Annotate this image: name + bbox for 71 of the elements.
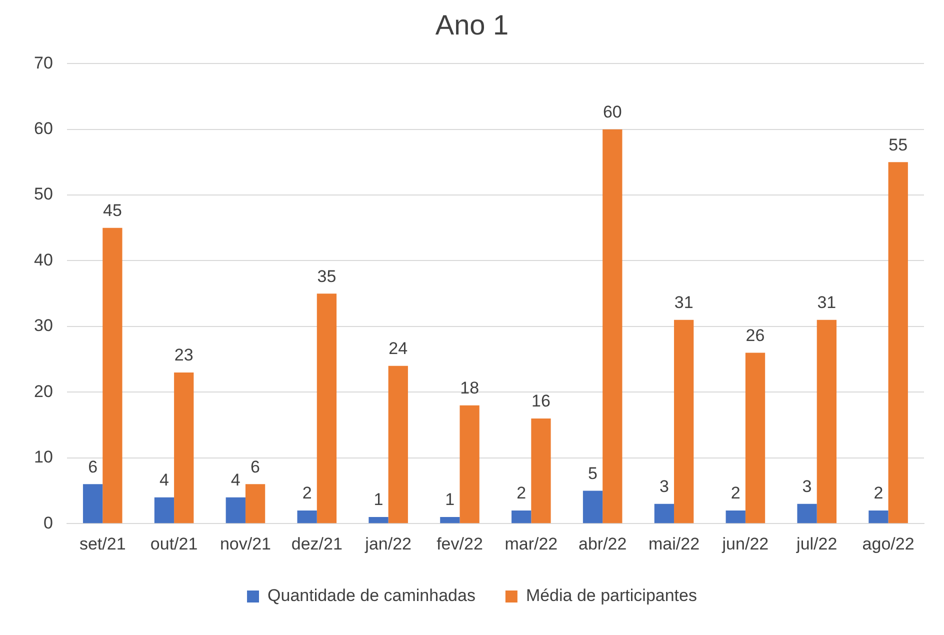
data-label: 45 xyxy=(102,201,122,220)
x-tick-label: jul/22 xyxy=(796,534,838,554)
data-label: 2 xyxy=(874,484,884,503)
bar xyxy=(102,228,122,524)
x-tick-label: mar/22 xyxy=(504,534,558,554)
y-tick-label: 70 xyxy=(34,53,53,72)
bar xyxy=(868,510,888,524)
x-tick-label: fev/22 xyxy=(436,534,483,554)
bar xyxy=(174,372,194,524)
legend-label: Média de participantes xyxy=(526,586,697,606)
x-tick-label: dez/21 xyxy=(291,534,342,554)
data-label: 1 xyxy=(374,490,384,510)
x-tick-label: set/21 xyxy=(79,534,126,554)
data-label: 3 xyxy=(659,477,669,496)
x-tick-label: nov/21 xyxy=(220,534,271,554)
data-label: 55 xyxy=(888,135,908,154)
bar xyxy=(440,517,460,524)
y-tick-label: 30 xyxy=(34,316,53,336)
x-tick-label: out/21 xyxy=(150,534,198,554)
data-label: 60 xyxy=(602,102,622,122)
x-tick-label: mai/22 xyxy=(648,534,700,554)
x-tick-label: jun/22 xyxy=(721,534,769,554)
data-label: 4 xyxy=(230,470,240,490)
data-label: 31 xyxy=(817,293,836,312)
data-label: 6 xyxy=(88,457,98,476)
data-label: 31 xyxy=(674,293,694,312)
bar xyxy=(245,484,266,524)
data-label: 1 xyxy=(445,490,455,510)
data-label: 35 xyxy=(317,266,336,286)
bar xyxy=(368,517,388,524)
x-tick-label: jan/22 xyxy=(364,534,412,554)
y-tick-label: 10 xyxy=(34,448,53,467)
bar xyxy=(674,320,694,524)
y-tick-label: 40 xyxy=(34,250,53,270)
bar xyxy=(726,510,746,524)
bar xyxy=(531,418,551,524)
bar xyxy=(297,510,317,524)
data-label: 26 xyxy=(746,326,765,345)
bar xyxy=(316,294,337,524)
data-label: 18 xyxy=(460,378,480,398)
data-label: 5 xyxy=(588,464,598,483)
bar xyxy=(654,504,674,524)
bar xyxy=(888,162,908,524)
chart-title: Ano 1 xyxy=(435,10,509,41)
bar xyxy=(388,366,408,524)
y-tick-label: 50 xyxy=(34,184,53,204)
data-label: 23 xyxy=(174,346,194,365)
bar xyxy=(602,129,622,524)
bar xyxy=(745,352,766,524)
bar xyxy=(460,405,480,524)
bar xyxy=(816,320,837,524)
bar xyxy=(512,510,532,524)
data-label: 2 xyxy=(302,484,312,503)
y-tick-label: 0 xyxy=(43,513,53,532)
bar xyxy=(154,497,174,524)
bar xyxy=(226,497,246,524)
bar xyxy=(82,484,103,524)
data-label: 4 xyxy=(159,470,169,490)
data-label: 6 xyxy=(250,457,260,476)
legend-label: Quantidade de caminhadas xyxy=(268,586,476,606)
bar xyxy=(797,504,817,524)
data-label: 2 xyxy=(730,484,740,503)
x-tick-label: ago/22 xyxy=(862,534,914,554)
data-label: 2 xyxy=(516,484,526,503)
data-label: 3 xyxy=(802,477,812,496)
data-label: 24 xyxy=(388,339,408,358)
x-tick-label: abr/22 xyxy=(578,534,627,554)
y-tick-label: 60 xyxy=(34,119,53,138)
bar xyxy=(582,490,603,524)
data-label: 16 xyxy=(532,392,550,411)
y-tick-label: 20 xyxy=(34,382,53,401)
